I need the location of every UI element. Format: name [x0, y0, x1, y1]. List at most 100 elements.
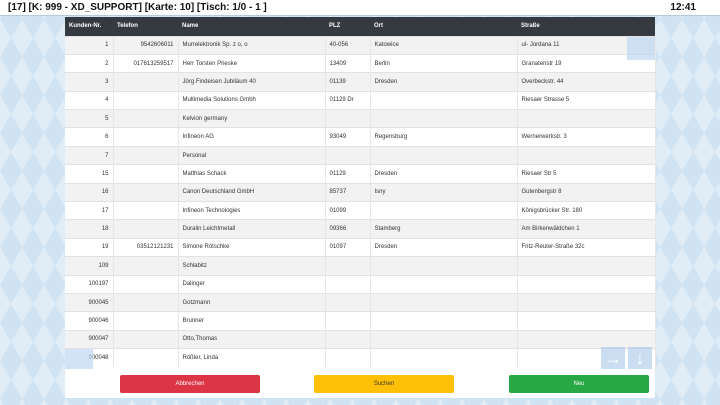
cell-zip: 01139: [325, 72, 371, 92]
cell-name: Simone Rötschke: [178, 237, 326, 257]
cell-customer-no: 900045: [65, 292, 114, 312]
cell-city: Dresden: [370, 164, 518, 184]
cell-zip: 01099: [325, 201, 371, 220]
scroll-up-handle[interactable]: [627, 37, 655, 60]
cell-phone: [113, 127, 179, 147]
table-row[interactable]: 7 Personal: [65, 145, 656, 165]
table-row[interactable]: 900045 Gotzmann: [65, 292, 656, 312]
cell-name: Canon Deutschland GmbH: [178, 182, 326, 202]
table-row[interactable]: 100197 Dalinger: [65, 274, 656, 294]
cell-customer-no: 7: [65, 145, 114, 165]
customer-panel: Kunden-Nr. Telefon Name PLZ Ort Straße 1…: [65, 17, 656, 398]
cell-phone: 9542606011: [113, 35, 179, 55]
table-row[interactable]: 15 Matthias Schack 01129 Dresden Riesaer Str…: [65, 164, 656, 184]
clock: 12:41: [670, 2, 696, 13]
search-button[interactable]: Suchen: [314, 375, 454, 393]
cell-zip: 40-056: [325, 35, 371, 55]
cell-phone: 017613259517: [113, 53, 179, 73]
cell-customer-no: 900047: [65, 329, 114, 349]
table-row[interactable]: 6 Infineon AG 93049 Regensburg Wernerwerkstr…: [65, 127, 656, 147]
cell-customer-no: 1: [65, 35, 114, 55]
cell-street: Wernerwerkstr. 3: [517, 127, 656, 147]
cell-customer-no: 109: [65, 256, 114, 276]
cell-zip: 93049: [325, 127, 371, 147]
cell-customer-no: 6: [65, 127, 114, 147]
table-row[interactable]: 2 017613259517 Herr Torsten Prieske 13409 Be…: [65, 53, 656, 73]
column-header-phone[interactable]: Telefon: [113, 17, 178, 36]
cell-customer-no: 2: [65, 53, 114, 73]
cell-phone: [113, 256, 179, 276]
cell-street: [517, 256, 656, 276]
cell-phone: [113, 219, 179, 239]
scroll-left-handle[interactable]: [65, 349, 93, 369]
table-header-row: Kunden-Nr. Telefon Name PLZ Ort Straße: [65, 17, 655, 36]
cell-street: [517, 109, 656, 128]
cell-phone: [113, 292, 179, 312]
cell-phone: [113, 72, 179, 92]
table-row[interactable]: 1 9542606011 Murrelektronik Sp. z o, o 40-0…: [65, 35, 656, 55]
cell-street: ul- Jordana 11: [517, 35, 656, 55]
column-header-customer-no[interactable]: Kunden-Nr.: [65, 17, 113, 36]
cell-street: Granatenstr 19: [517, 53, 656, 73]
cell-street: Fritz-Reuter-Straße 32c: [517, 237, 656, 257]
cell-street: [517, 145, 656, 165]
table-row[interactable]: 4 Multimedia Solutions Gmbh 01129 Dr Riesae…: [65, 90, 656, 110]
cell-name: Brunner: [178, 311, 326, 331]
cell-zip: 85737: [325, 182, 371, 202]
cancel-button[interactable]: Abbrechen: [120, 375, 260, 393]
cell-street: [517, 292, 656, 312]
cell-street: Am Birkenwäldchen 1: [517, 219, 656, 239]
cell-customer-no: 100197: [65, 274, 114, 294]
cell-customer-no: 16: [65, 182, 114, 202]
arrow-down-icon[interactable]: ↓: [628, 347, 652, 369]
arrow-right-icon[interactable]: →: [601, 347, 625, 369]
cell-name: Multimedia Solutions Gmbh: [178, 90, 326, 110]
cell-city: [370, 311, 518, 331]
table-row[interactable]: 900046 Brunner: [65, 311, 656, 331]
cell-phone: [113, 182, 179, 202]
cell-city: [370, 145, 518, 165]
table-row[interactable]: 19 03512121231 Simone Rötschke 01097 Dresden…: [65, 237, 656, 257]
cell-zip: 01097: [325, 237, 371, 257]
table-row[interactable]: 109 Schlabitz: [65, 256, 656, 276]
table-row[interactable]: 5 Kelvion germany: [65, 109, 656, 128]
column-header-city[interactable]: Ort: [370, 17, 517, 36]
cell-phone: [113, 109, 179, 128]
cell-zip: [325, 292, 371, 312]
cell-zip: [325, 311, 371, 331]
cell-street: Königsbrücker Str. 180: [517, 201, 656, 220]
cell-zip: [325, 274, 371, 294]
column-header-name[interactable]: Name: [178, 17, 325, 36]
cell-city: Dresden: [370, 237, 518, 257]
cell-city: [370, 109, 518, 128]
cell-zip: [325, 256, 371, 276]
column-header-zip[interactable]: PLZ: [325, 17, 370, 36]
title-bar: [17] [K: 999 - XD_SUPPORT] [Karte: 10] […: [0, 0, 720, 16]
cell-city: [370, 90, 518, 110]
cell-customer-no: 17: [65, 201, 114, 220]
table-row[interactable]: 900048 Rößler, Linda: [65, 348, 656, 368]
cell-name: Dalinger: [178, 274, 326, 294]
cell-customer-no: 18: [65, 219, 114, 239]
cell-name: Herr Torsten Prieske: [178, 53, 326, 73]
cell-street: [517, 274, 656, 294]
cell-name: Otto,Thomas: [178, 329, 326, 349]
cell-zip: 09366: [325, 219, 371, 239]
cell-street: Riesaer Str 5: [517, 164, 656, 184]
cell-name: Infineon AG: [178, 127, 326, 147]
cell-name: Kelvion germany: [178, 109, 326, 128]
table-row[interactable]: 18 Duralin Leichtmetall 09366 Stamberg Am Bi…: [65, 219, 656, 239]
cell-zip: 01129 Dr: [325, 90, 371, 110]
cell-name: Infineon Technologies: [178, 201, 326, 220]
cell-phone: 03512121231: [113, 237, 179, 257]
table-row[interactable]: 900047 Otto,Thomas: [65, 329, 656, 349]
new-button[interactable]: Neu: [509, 375, 649, 393]
cell-zip: [325, 145, 371, 165]
column-header-street[interactable]: Straße: [517, 17, 655, 36]
table-row[interactable]: 16 Canon Deutschland GmbH 85737 Isny Gutenbe…: [65, 182, 656, 202]
cell-city: [370, 274, 518, 294]
table-row[interactable]: 17 Infineon Technologies 01099 Königsbrücke…: [65, 201, 656, 220]
cell-city: Regensburg: [370, 127, 518, 147]
table-row[interactable]: 3 Jörg Findeisen Jubiläum 40 01139 Dresden O…: [65, 72, 656, 92]
customer-table: Kunden-Nr. Telefon Name PLZ Ort Straße 1…: [65, 17, 656, 368]
